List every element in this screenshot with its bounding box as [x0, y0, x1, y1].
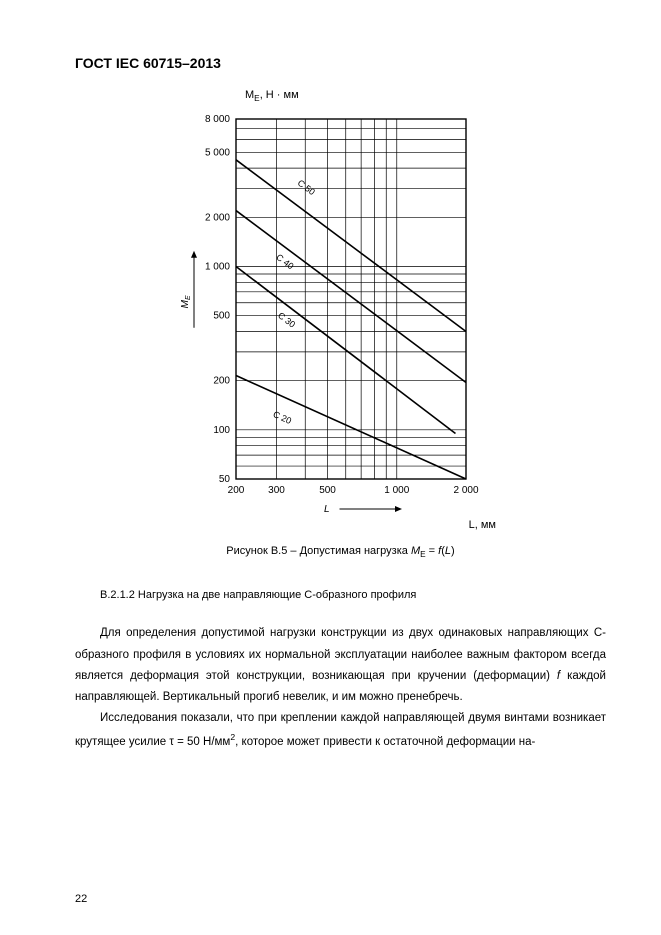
svg-text:ME: ME: [181, 295, 192, 308]
svg-text:C 30: C 30: [275, 310, 296, 329]
figure-caption: Рисунок B.5 – Допустимая нагрузка ME = f…: [75, 545, 606, 559]
svg-text:50: 50: [218, 474, 230, 485]
svg-text:C 50: C 50: [295, 178, 316, 197]
chart-container: 200 300 500 1 000 2 000 50 100 200 500 1 000 2 000…: [75, 107, 606, 517]
svg-text:C 40: C 40: [274, 252, 295, 271]
svg-text:100: 100: [213, 425, 230, 436]
x-axis-unit-label: L, мм: [75, 519, 496, 531]
document-header: ГОСТ IEC 60715–2013: [75, 55, 606, 71]
svg-text:200: 200: [227, 485, 244, 496]
section-heading: B.2.1.2 Нагрузка на две направляющие C-о…: [100, 589, 606, 601]
svg-text:200: 200: [213, 376, 230, 387]
load-chart: 200 300 500 1 000 2 000 50 100 200 500 1 000 2 000…: [181, 107, 501, 517]
svg-text:C 20: C 20: [271, 409, 292, 426]
paragraph-2: Исследования показали, что при креплении…: [75, 708, 606, 752]
svg-text:500: 500: [213, 311, 230, 322]
svg-text:1 000: 1 000: [204, 262, 229, 273]
svg-text:8 000: 8 000: [204, 114, 229, 125]
svg-text:500: 500: [319, 485, 336, 496]
y-axis-unit-label: ME, Н · мм: [245, 89, 606, 103]
svg-text:1 000: 1 000: [384, 485, 409, 496]
svg-text:L: L: [323, 504, 329, 515]
svg-text:2 000: 2 000: [204, 213, 229, 224]
body-text: Для определения допустимой нагрузки конс…: [75, 623, 606, 752]
svg-text:300: 300: [268, 485, 285, 496]
page-number: 22: [75, 893, 87, 905]
svg-text:5 000: 5 000: [204, 148, 229, 159]
svg-text:2 000: 2 000: [453, 485, 478, 496]
paragraph-1: Для определения допустимой нагрузки конс…: [75, 623, 606, 708]
